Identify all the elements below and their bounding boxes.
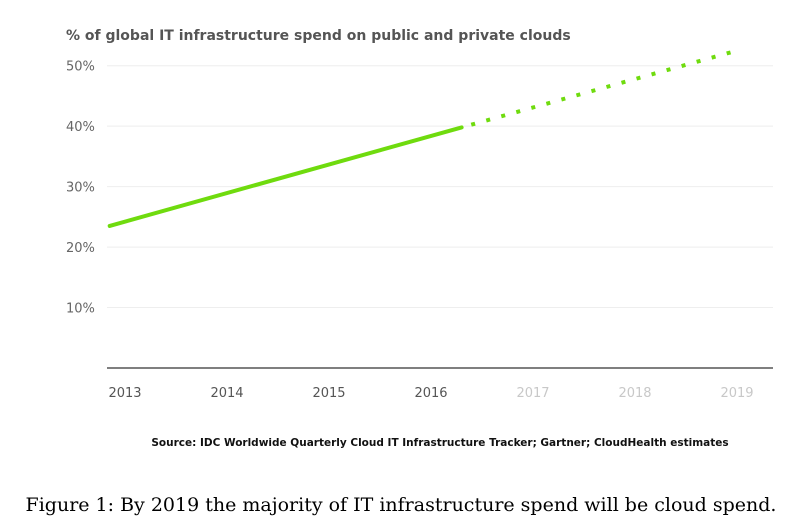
figure-caption: Figure 1: By 2019 the majority of IT inf… [25,494,777,516]
y-tick-label-0: 10% [66,302,95,317]
y-tick-label-4: 50% [66,60,95,75]
series [107,48,738,228]
y-axis-tick-labels: 10% 20% 30% 40% 50% [66,60,95,317]
x-tick-label-2015: 2015 [312,386,345,401]
series-line-projected [461,48,738,130]
source-note: Source: IDC Worldwide Quarterly Cloud IT… [151,437,728,449]
cloud-spend-chart: % of global IT infrastructure spend on p… [66,28,773,449]
x-tick-label-2017: 2017 [516,386,549,401]
y-tick-label-1: 20% [66,241,95,256]
grid [107,65,773,309]
x-tick-label-2019: 2019 [720,386,753,401]
chart-title: % of global IT infrastructure spend on p… [66,28,571,44]
y-tick-label-3: 40% [66,120,95,135]
x-tick-label-2018: 2018 [618,386,651,401]
series-line-actual [107,125,464,228]
x-tick-label-2016: 2016 [414,386,447,401]
x-tick-label-2014: 2014 [210,386,243,401]
x-tick-label-2013: 2013 [108,386,141,401]
y-tick-label-2: 30% [66,181,95,196]
x-axis-tick-labels: 2013 2014 2015 2016 2017 2018 2019 [108,386,753,401]
